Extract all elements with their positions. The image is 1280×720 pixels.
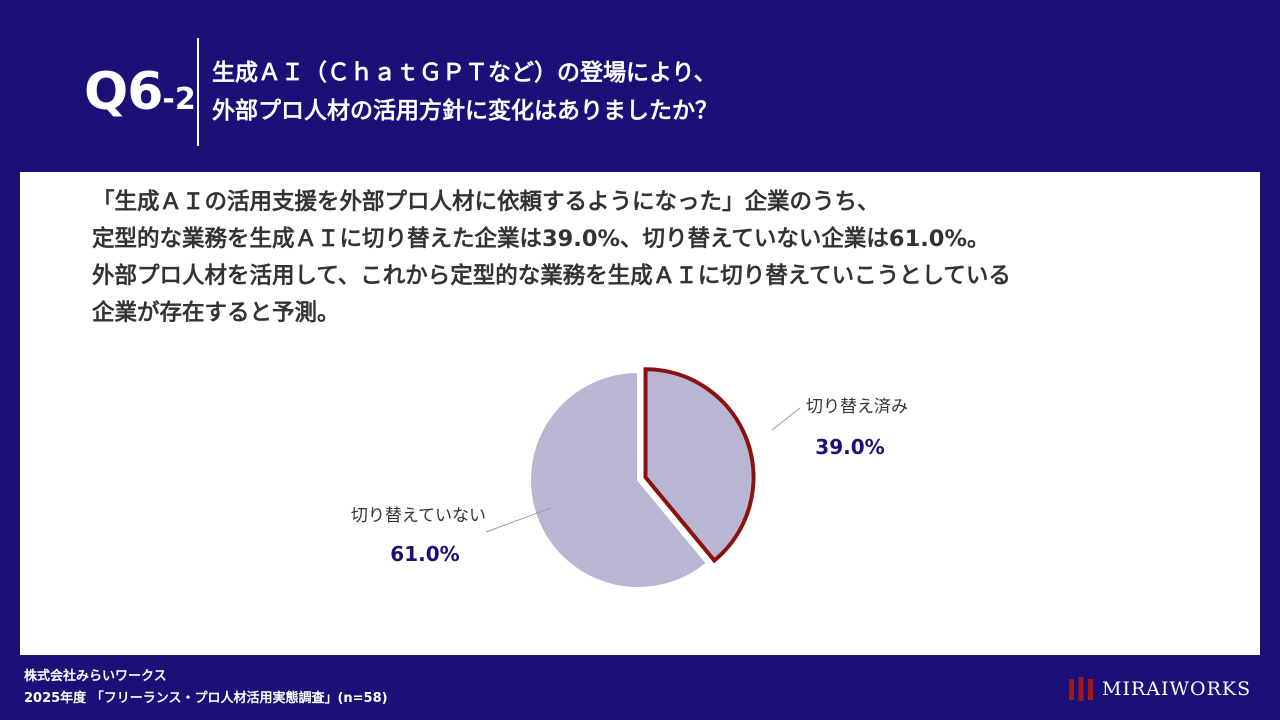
- logo-text: MIRAIWORKS: [1102, 678, 1252, 700]
- slice-value-1: 39.0%: [815, 435, 884, 459]
- summary-text: 「生成ＡＩの活用支援を外部プロ人材に依頼するようになった」企業のうち、 定型的な…: [92, 184, 1222, 332]
- pie-chart: 切り替え済み 39.0% 切り替えていない 61.0%: [351, 367, 908, 589]
- company-logo: MIRAIWORKS: [1068, 674, 1251, 704]
- question-title-line-1: 生成ＡＩ（ＣｈａｔＧＰＴなど）の登場により、: [212, 60, 717, 86]
- pie-slice-1: [643, 367, 756, 564]
- question-number-main: Q6: [84, 62, 163, 122]
- footer-survey: 2025年度 「フリーランス・プロ人材活用実態調査」(n=58): [24, 691, 388, 706]
- leader-line-2: [485, 507, 552, 533]
- footer-company: 株式会社みらいワークス: [24, 669, 167, 684]
- summary-line-4: 企業が存在すると予測。: [92, 300, 340, 326]
- header-divider: [197, 38, 199, 146]
- pie-slice-2: [529, 370, 709, 589]
- slice-label-1: 切り替え済み: [806, 397, 908, 417]
- slice-value-2: 61.0%: [390, 542, 459, 566]
- header: Q6-2 生成ＡＩ（ＣｈａｔＧＰＴなど）の登場により、 外部プロ人材の活用方針に…: [0, 0, 1280, 170]
- logo-mark-icon: [1069, 677, 1093, 701]
- content-panel: 「生成ＡＩの活用支援を外部プロ人材に依頼するようになった」企業のうち、 定型的な…: [20, 172, 1260, 655]
- leader-line-1: [771, 407, 801, 431]
- summary-line-1: 「生成ＡＩの活用支援を外部プロ人材に依頼するようになった」企業のうち、: [92, 189, 880, 215]
- question-title: 生成ＡＩ（ＣｈａｔＧＰＴなど）の登場により、 外部プロ人材の活用方針に変化はあり…: [212, 54, 718, 130]
- question-number: Q6-2: [84, 62, 196, 130]
- summary-line-3: 外部プロ人材を活用して、これから定型的な業務を生成ＡＩに切り替えていこうとしてい…: [92, 263, 1011, 289]
- slice-label-2: 切り替えていない: [351, 506, 486, 526]
- summary-line-2: 定型的な業務を生成ＡＩに切り替えた企業は39.0%、切り替えていない企業は61.…: [92, 226, 990, 252]
- question-number-sub: -2: [162, 82, 196, 117]
- question-title-line-2: 外部プロ人材の活用方針に変化はありましたか？: [212, 98, 718, 124]
